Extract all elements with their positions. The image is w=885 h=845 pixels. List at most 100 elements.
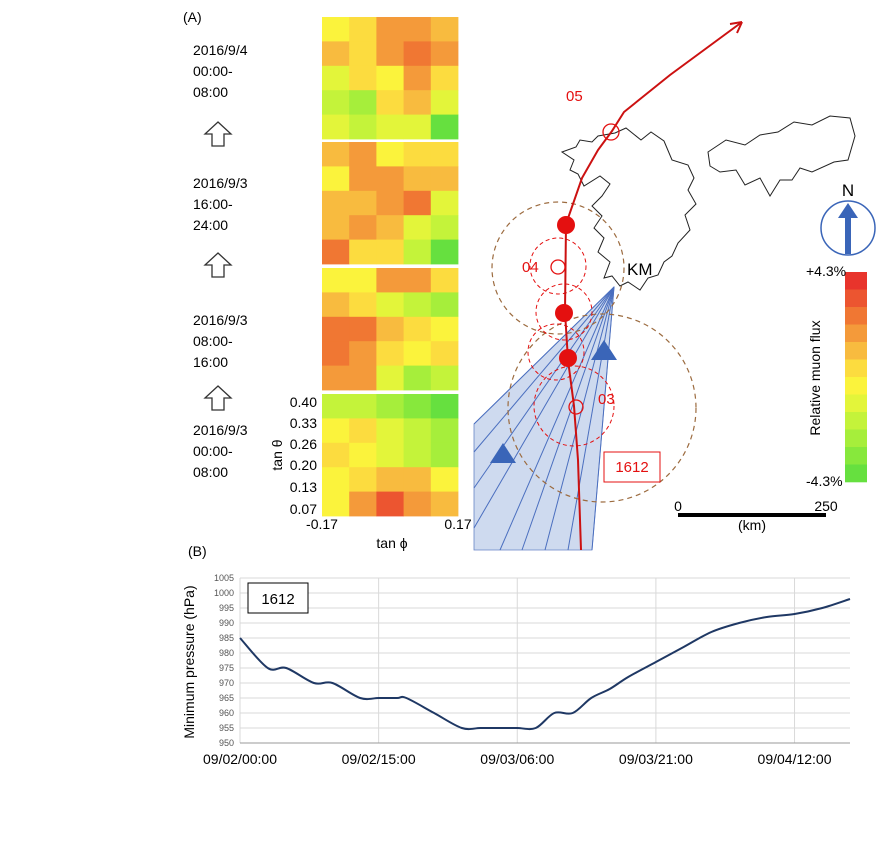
heatmap-cell [349,418,377,444]
heatmap-cell [430,292,459,318]
heatmap-cell [322,114,350,140]
heatmap-cell [349,394,377,419]
heatmap-cell [322,268,350,293]
heatmap-cell [430,166,459,192]
heatmap-cell [403,142,432,167]
heatmap-cell [322,316,350,342]
track-arrowhead-icon [729,21,743,34]
heatmap-cell [403,268,432,293]
x-tick: -0.17 [306,516,338,532]
panel-a-label: (A) [183,9,202,25]
svg-text:00:00-: 00:00- [193,443,233,459]
heatmap-cell [376,341,404,366]
station-label: KM [627,260,653,279]
typhoon-id-box [603,451,661,483]
y-tick: 0.26 [290,436,317,452]
heatmap-cell [403,292,432,318]
chart-ylabel: Minimum pressure (hPa) [181,585,197,738]
svg-text:08:00-: 08:00- [193,333,233,349]
x-tick-label: 09/04/12:00 [758,751,832,767]
typhoon-id-label: 1612 [615,459,648,476]
storm-core-circle [527,323,585,381]
time-window-1: 2016/9/3 16:00- 24:00 [193,175,248,233]
heatmap-cell [403,41,432,67]
heatmap-cell [322,65,350,91]
storm-radius-circle [507,313,697,503]
panel-b-label: (B) [188,543,207,559]
heatmap-cell [349,239,377,265]
coastline-kyushu [560,127,697,291]
heatmap-cell [403,90,432,115]
heatmap-cell [430,467,459,492]
heatmap-cell [403,394,432,419]
heatmap-cell [322,90,350,115]
heatmap-cell [376,41,404,67]
y-tick-label: 990 [219,618,234,628]
svg-text:2016/9/3: 2016/9/3 [193,312,248,328]
colorbar-swatch [845,359,867,378]
heatmap-cell [403,442,432,468]
x-tick-label: 09/02/00:00 [203,751,277,767]
typhoon-position-marker [557,216,575,234]
y-tick: 0.20 [290,457,317,473]
storm-core-circle [535,283,593,341]
y-tick-label: 965 [219,693,234,703]
svg-text:2016/9/3: 2016/9/3 [193,175,248,191]
x-tick-label: 09/03/21:00 [619,751,693,767]
heatmap-xlabel: tan ϕ [376,535,407,551]
y-tick: 0.07 [290,501,317,517]
svg-text:08:00: 08:00 [193,464,228,480]
track-label: 03 [598,391,615,408]
heatmap-cell [403,239,432,265]
track-label: 04 [522,259,539,276]
colorbar-swatch [845,464,867,483]
y-tick-label: 975 [219,663,234,673]
x-tick-label: 09/03/06:00 [480,751,554,767]
typhoon-position-open-marker [550,259,566,275]
heatmap-cell [430,41,459,67]
series-box [247,582,309,614]
typhoon-position-open-marker [568,399,584,415]
colorbar-swatch [845,429,867,448]
heatmap-cell [322,239,350,265]
svg-text:16:00: 16:00 [193,354,228,370]
series-box-label: 1612 [261,591,294,608]
colorbar-top-label: +4.3% [806,263,846,279]
heatmap-cell [322,166,350,192]
time-window-0: 2016/9/4 00:00- 08:00 [193,42,248,100]
y-tick: 0.13 [290,479,317,495]
heatmap-cell [322,17,350,42]
heatmap-cell [430,491,459,517]
colorbar-swatch [845,447,867,465]
heatmap-cell [430,394,459,419]
heatmap-cell [376,65,404,91]
compass-label: N [842,181,854,200]
heatmap-cell [322,142,350,167]
heatmap-cell [430,268,459,293]
heatmap-cell [376,442,404,468]
heatmap-cell [403,418,432,444]
up-arrow-icon [203,252,233,278]
y-tick: 0.33 [290,415,317,431]
heatmap-cell [322,190,350,216]
heatmap-cell [430,90,459,115]
heatmap-cell [403,190,432,216]
svg-text:24:00: 24:00 [193,217,228,233]
heatmap-cell [349,65,377,91]
scale-min: 0 [674,498,682,514]
heatmap-cell [430,341,459,366]
storm-core-circle [529,237,587,295]
heatmap-cell [376,114,404,140]
typhoon-track [563,21,743,551]
svg-text:16:00-: 16:00- [193,196,233,212]
up-arrow-icon [203,385,233,411]
heatmap-cell [430,17,459,42]
y-tick-label: 1000 [214,588,234,598]
y-tick-label: 970 [219,678,234,688]
heatmap-cell [376,239,404,265]
svg-text:2016/9/3: 2016/9/3 [193,422,248,438]
scale-max: 250 [814,498,838,514]
heatmap-cell [430,190,459,216]
heatmap-cell [376,90,404,115]
pressure-chart: 950 955 960 965 970 975 980 985 990 995 1000 1005 09… [203,573,851,767]
